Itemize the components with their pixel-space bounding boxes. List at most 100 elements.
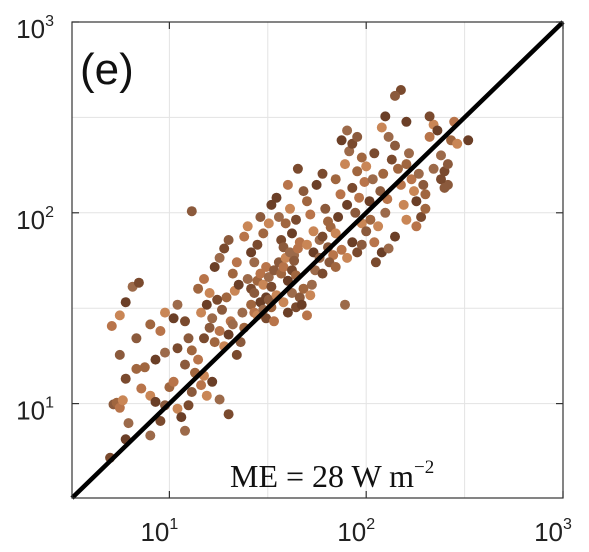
- data-point: [172, 403, 183, 414]
- data-point: [418, 179, 429, 190]
- panel-label: (e): [80, 45, 134, 94]
- data-point: [298, 186, 309, 197]
- data-point: [352, 166, 363, 177]
- mean-error-text: ME = 28 W m: [230, 458, 414, 494]
- data-point: [380, 111, 391, 122]
- y-tick-label-exponent: 3: [45, 13, 54, 30]
- data-point: [246, 299, 257, 310]
- data-point: [193, 354, 204, 365]
- axes-box: [71, 21, 564, 499]
- data-point: [196, 307, 207, 318]
- y-tick-label-base: 10: [16, 205, 45, 235]
- data-point: [356, 239, 367, 250]
- data-point: [180, 359, 190, 370]
- data-point: [278, 262, 289, 272]
- y-tick-label-base: 10: [16, 14, 45, 44]
- data-point: [401, 159, 412, 170]
- x-tick-label-base: 10: [140, 517, 169, 547]
- data-point: [217, 304, 227, 315]
- data-point: [176, 412, 187, 423]
- data-point: [199, 333, 209, 344]
- data-point: [432, 125, 443, 136]
- data-point: [409, 186, 419, 197]
- data-point: [249, 288, 260, 298]
- data-point: [361, 161, 372, 172]
- data-point: [390, 231, 400, 242]
- data-point: [271, 192, 282, 203]
- data-point: [306, 279, 317, 290]
- data-point: [214, 394, 225, 405]
- data-point: [383, 243, 394, 254]
- data-point: [282, 179, 293, 190]
- data-point: [172, 299, 183, 310]
- data-point: [342, 199, 353, 210]
- data-point: [436, 150, 446, 161]
- data-point: [237, 307, 248, 318]
- data-point: [261, 262, 272, 272]
- data-point: [330, 174, 341, 185]
- data-point: [380, 207, 391, 218]
- x-tick-labels: 101 102 103: [140, 516, 572, 547]
- data-point: [249, 257, 260, 268]
- data-point: [255, 268, 266, 279]
- data-point: [424, 131, 435, 142]
- data-point: [242, 221, 253, 232]
- data-point: [204, 322, 215, 333]
- y-tick-label-exponent: 1: [45, 395, 54, 412]
- y-tick-label: 102: [16, 204, 54, 235]
- data-point: [207, 376, 218, 387]
- mean-error-exponent: −2: [414, 457, 434, 478]
- data-point: [278, 297, 289, 308]
- data-point: [273, 212, 284, 222]
- data-point: [320, 203, 331, 214]
- data-point: [131, 333, 142, 344]
- data-point: [168, 313, 179, 324]
- data-point: [352, 247, 363, 258]
- data-point: [420, 189, 431, 200]
- data-point: [168, 376, 179, 387]
- data-point: [413, 168, 424, 179]
- x-tick-label: 102: [337, 516, 375, 547]
- data-point: [214, 252, 225, 263]
- data-point: [145, 319, 156, 330]
- x-tick-label-exponent: 1: [169, 516, 178, 533]
- data-point: [219, 243, 230, 254]
- data-point: [263, 272, 274, 283]
- data-point: [378, 168, 389, 179]
- data-point: [231, 257, 242, 268]
- data-point: [411, 196, 422, 207]
- data-point: [463, 135, 474, 146]
- data-point: [383, 131, 394, 142]
- data-point: [214, 326, 225, 336]
- data-point: [282, 307, 293, 318]
- data-point: [386, 154, 397, 165]
- data-point: [369, 237, 380, 248]
- data-point: [347, 138, 358, 149]
- data-point: [317, 231, 328, 242]
- data-point: [186, 387, 197, 397]
- data-point: [398, 199, 409, 210]
- data-point: [180, 425, 190, 436]
- data-point: [344, 146, 355, 157]
- data-point: [364, 196, 375, 207]
- data-point: [369, 148, 380, 159]
- data-point: [424, 111, 435, 122]
- data-point: [155, 326, 166, 336]
- x-tick-label: 103: [534, 516, 572, 547]
- data-point: [428, 163, 439, 174]
- data-point: [239, 231, 250, 242]
- data-point: [436, 174, 446, 185]
- mean-error-annotation: ME = 28 W m−2: [230, 457, 434, 494]
- data-point: [442, 159, 453, 170]
- data-point: [342, 252, 353, 263]
- data-point: [221, 292, 232, 303]
- data-point: [223, 329, 234, 340]
- data-point: [291, 214, 301, 225]
- data-point: [201, 390, 212, 401]
- data-point: [347, 182, 358, 193]
- data-point: [305, 290, 316, 301]
- data-point: [223, 235, 234, 245]
- data-point: [255, 297, 266, 308]
- data-point: [199, 274, 209, 284]
- data-point: [333, 212, 344, 222]
